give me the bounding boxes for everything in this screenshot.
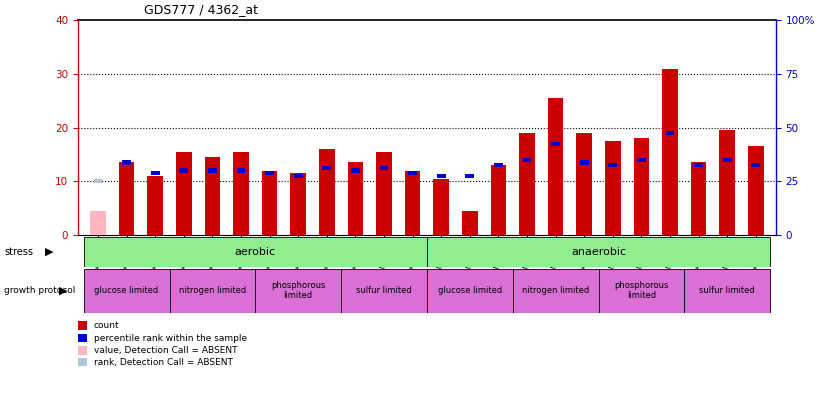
Bar [548,98,563,235]
Bar [433,179,449,235]
Bar [347,162,363,235]
Text: anaerobic: anaerobic [571,247,626,257]
Text: glucose limited: glucose limited [438,286,502,295]
Bar [466,174,475,178]
Bar [119,162,135,235]
Bar [90,211,106,235]
Bar [637,158,646,162]
Bar [78,334,87,342]
Bar [462,211,478,235]
Bar [719,130,735,235]
Text: phosphorous
limited: phosphorous limited [614,281,668,301]
Bar [379,166,388,170]
Text: sulfur limited: sulfur limited [699,286,755,295]
Bar [663,68,678,235]
Bar [666,131,674,135]
Bar [169,269,255,313]
Text: percentile rank within the sample: percentile rank within the sample [94,333,247,343]
Bar [695,163,703,167]
Bar [78,346,87,354]
Bar [262,171,277,235]
Bar [599,269,685,313]
Bar [176,152,191,235]
Bar [690,162,707,235]
Bar [576,133,592,235]
Bar [513,269,599,313]
Bar [427,269,513,313]
Text: GDS777 / 4362_at: GDS777 / 4362_at [144,3,258,16]
Bar [634,139,649,235]
Text: ▶: ▶ [59,286,67,296]
Bar [437,174,446,178]
Text: sulfur limited: sulfur limited [356,286,412,295]
Text: nitrogen limited: nitrogen limited [522,286,589,295]
Bar [319,149,335,235]
Bar [580,160,589,164]
Bar [551,141,560,146]
Bar [233,152,249,235]
Bar [519,133,535,235]
Bar [351,168,360,173]
Bar [180,168,188,173]
Bar [491,165,507,235]
Bar [494,163,502,167]
Bar [122,160,131,164]
Bar [255,269,341,313]
Text: ▶: ▶ [45,247,53,257]
Bar [236,168,245,173]
Bar [685,269,770,313]
Text: rank, Detection Call = ABSENT: rank, Detection Call = ABSENT [94,358,233,367]
Bar [204,157,220,235]
Bar [84,269,169,313]
Bar [748,146,764,235]
Bar [208,168,217,173]
Text: value, Detection Call = ABSENT: value, Detection Call = ABSENT [94,345,237,355]
Bar [405,171,420,235]
Bar [341,269,427,313]
Bar [291,173,306,235]
Text: count: count [94,321,120,330]
Bar [605,141,621,235]
Bar [84,237,427,267]
Bar [376,152,392,235]
Bar [523,158,531,162]
Bar [94,179,103,183]
Bar [608,163,617,167]
Bar [408,171,417,175]
Text: stress: stress [4,247,33,257]
Bar [265,171,274,175]
Bar [723,158,732,162]
Bar [151,171,159,175]
Text: growth protocol: growth protocol [4,286,76,295]
Text: aerobic: aerobic [235,247,276,257]
Text: nitrogen limited: nitrogen limited [179,286,246,295]
Bar [323,166,331,170]
Bar [147,176,163,235]
Bar [78,358,87,367]
Bar [78,322,87,330]
Bar [751,163,760,167]
Text: phosphorous
limited: phosphorous limited [271,281,325,301]
Text: glucose limited: glucose limited [94,286,158,295]
Bar [294,174,303,178]
Bar [427,237,770,267]
